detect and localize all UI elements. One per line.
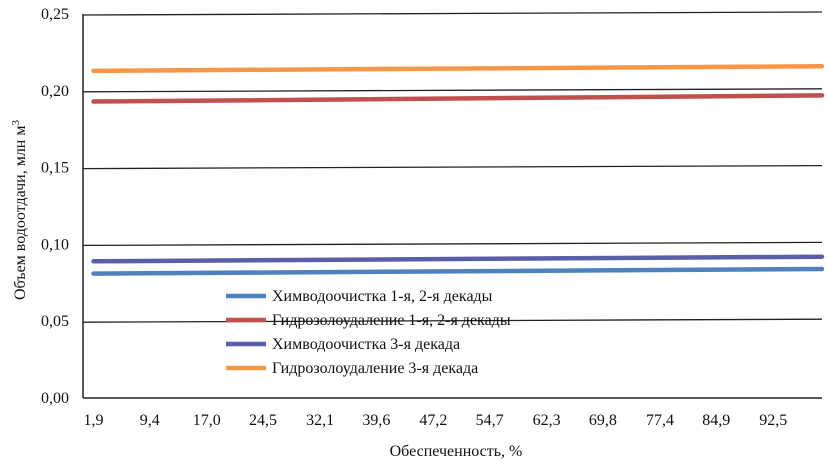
y-tick-labels: 0,00 0,05 0,10 0,15 0,20 0,25 [41,6,69,407]
y-axis-title-text: Объем водоотдачи, млн м [12,126,29,301]
y-tick-label: 0,10 [41,236,69,253]
x-tick-label: 69,8 [589,412,617,429]
y-tick-label: 0,00 [41,390,69,407]
x-axis-title: Обеспеченность, % [390,443,523,460]
gridline [82,164,823,170]
x-tick-labels: 1,9 9,4 17,0 24,5 32,1 39,6 47,2 54,7 62,3 69,8 77… [84,412,788,429]
x-tick-label: 54,7 [476,412,504,429]
legend-label: Гидрозолоудаление 1-я, 2-я декады [272,312,511,329]
gridline [82,241,823,247]
y-tick-label: 0,20 [41,83,69,100]
gridline [82,318,823,323]
legend-label: Химводоочистка 1-я, 2-я декады [272,288,493,305]
y-tick-label: 0,15 [41,160,69,177]
x-tick-label: 92,5 [759,412,787,429]
series-line [91,93,825,104]
x-tick-label: 17,0 [193,412,221,429]
x-tick-label: 62,3 [533,412,561,429]
gridline [82,88,823,93]
legend-label: Химводоочистка 3-я декада [272,336,460,353]
x-tick-label: 39,6 [362,412,390,429]
y-tick-label: 0,25 [41,6,69,23]
x-tick-label: 84,9 [702,412,730,429]
x-tick-label: 1,9 [84,412,104,429]
legend-label: Гидрозолоудаление 3-я декада [272,360,478,377]
series-line [91,266,825,276]
y-axis-title: Объем водоотдачи, млн м3 [10,120,29,301]
legend: Химводоочистка 1-я, 2-я декады Гидрозолоу… [226,288,511,377]
grid-lines [82,11,823,323]
y-axis-title-superscript: 3 [10,120,22,126]
x-tick-label: 9,4 [140,412,160,429]
x-tick-label: 32,1 [306,412,334,429]
gridline [82,11,823,16]
series-lines [91,63,825,276]
series-line [91,254,825,264]
axes [82,14,822,399]
x-tick-label: 77,4 [646,412,674,429]
y-tick-label: 0,05 [41,313,69,330]
series-line [91,63,825,74]
x-tick-label: 24,5 [249,412,277,429]
x-tick-label: 47,2 [419,412,447,429]
